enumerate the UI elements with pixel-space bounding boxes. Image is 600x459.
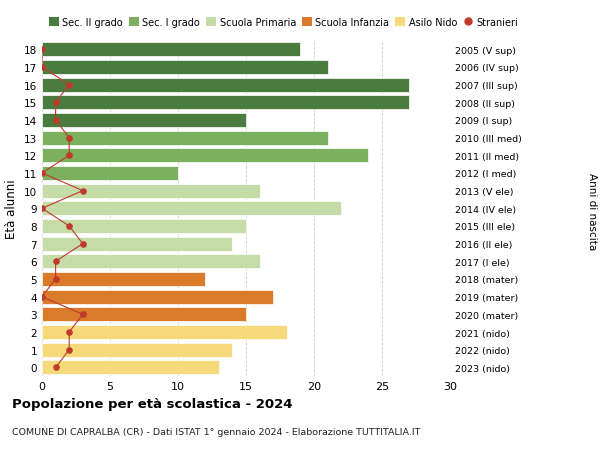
Text: COMUNE DI CAPRALBA (CR) - Dati ISTAT 1° gennaio 2024 - Elaborazione TUTTITALIA.I: COMUNE DI CAPRALBA (CR) - Dati ISTAT 1° …	[12, 427, 421, 436]
Point	[37, 64, 47, 72]
Point	[37, 205, 47, 213]
Point	[78, 188, 88, 195]
Point	[51, 258, 61, 265]
Point	[64, 329, 74, 336]
Bar	[42, 290, 273, 304]
Point	[51, 117, 61, 124]
Point	[37, 293, 47, 301]
Bar	[42, 325, 287, 339]
Bar	[42, 184, 260, 198]
Bar	[42, 272, 205, 286]
Point	[64, 134, 74, 142]
Bar	[42, 202, 341, 216]
Point	[64, 82, 74, 89]
Bar	[42, 114, 246, 128]
Point	[37, 170, 47, 177]
Point	[64, 223, 74, 230]
Point	[64, 152, 74, 160]
Text: Popolazione per età scolastica - 2024: Popolazione per età scolastica - 2024	[12, 397, 293, 410]
Bar	[42, 255, 260, 269]
Bar	[42, 167, 178, 181]
Bar	[42, 343, 232, 357]
Bar	[42, 308, 246, 322]
Bar	[42, 43, 301, 57]
Legend: Sec. II grado, Sec. I grado, Scuola Primaria, Scuola Infanzia, Asilo Nido, Stran: Sec. II grado, Sec. I grado, Scuola Prim…	[47, 16, 520, 30]
Point	[51, 276, 61, 283]
Point	[78, 241, 88, 248]
Bar	[42, 131, 328, 146]
Point	[51, 99, 61, 106]
Bar	[42, 149, 368, 163]
Point	[37, 46, 47, 54]
Bar	[42, 237, 232, 251]
Point	[78, 311, 88, 319]
Bar	[42, 96, 409, 110]
Point	[51, 364, 61, 371]
Bar	[42, 78, 409, 92]
Bar	[42, 360, 219, 375]
Point	[64, 346, 74, 353]
Bar	[42, 219, 246, 234]
Text: Anni di nascita: Anni di nascita	[587, 173, 597, 250]
Y-axis label: Età alunni: Età alunni	[5, 179, 19, 239]
Bar	[42, 61, 328, 75]
